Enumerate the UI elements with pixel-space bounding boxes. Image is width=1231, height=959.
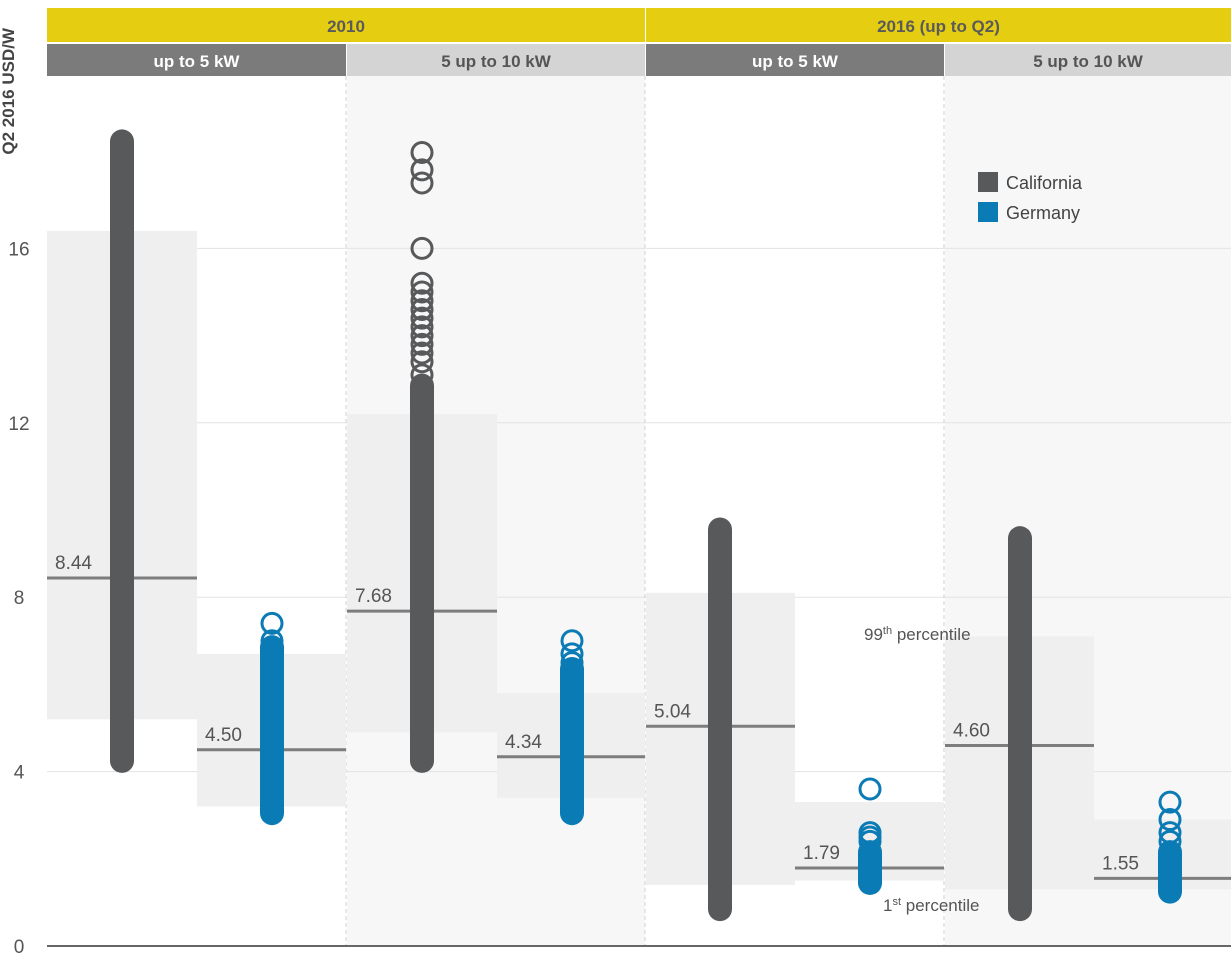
point-column [1008,526,1032,922]
median-label-bg [650,696,708,723]
size-header-label: up to 5 kW [752,52,839,71]
outlier-point [560,642,584,666]
legend-label: Germany [1006,203,1080,223]
outlier-point [560,651,584,675]
size-header-label: up to 5 kW [154,52,241,71]
outlier-point [410,324,434,348]
outlier-point [1158,821,1182,845]
legend-swatch [978,172,998,192]
p99-annotation: 99th percentile [864,625,971,644]
outlier-point [410,341,434,365]
y-tick-label: 12 [8,414,29,435]
outlier-point [260,651,284,675]
size-header-label: 5 up to 10 kW [1033,52,1144,71]
outlier-point [260,685,284,709]
outlier-point [410,158,434,182]
outlier-point [260,677,284,701]
size-header-bg-1 [47,44,346,76]
point-column [560,656,584,826]
outlier-point [410,332,434,356]
outlier-point [260,659,284,683]
median-label-bg [201,719,259,746]
size-header-bg-2 [347,44,645,76]
outlier-point [1158,829,1182,853]
median-labels: 8.44 4.50 7.68 4.34 5.04 1.79 4.60 1.55 [51,548,1156,875]
point-column [858,840,882,895]
median-label-bg [799,837,857,864]
median-label: 1.55 [1102,853,1139,874]
legend: California Germany [978,172,1083,223]
outlier-point [410,140,434,164]
category-headers: 2010 2016 (up to Q2) up to 5 kW 5 up to 10 … [47,8,1231,76]
median-label: 5.04 [654,701,691,722]
outlier-point [410,289,434,313]
outlier-point [260,629,284,653]
point-column [708,517,732,922]
median-label-bg [351,581,409,608]
y-axis-label: Q2 2016 USD/W [0,27,18,155]
median-label-bg [1098,848,1156,875]
outlier-point [858,829,882,853]
outlier-point [410,280,434,304]
y-tick-label: 16 [8,239,29,260]
outlier-point [410,363,434,387]
outlier-point [1158,808,1182,832]
legend-swatch [978,202,998,222]
median-label: 4.34 [505,732,542,753]
y-axis: 0 4 8 12 16 Q2 2016 USD/W [0,27,1231,958]
p1-annotation: 1st percentile [883,896,979,915]
year-header-label: 2010 [327,17,365,36]
outlier-point [410,171,434,195]
outlier-point [858,777,882,801]
outlier-point [410,315,434,339]
outlier-point [410,297,434,321]
y-tick-label: 0 [14,937,25,958]
outlier-point [410,306,434,330]
annotations: 99th percentile 1st percentile [864,625,979,915]
outlier-point [560,629,584,653]
median-label: 7.68 [355,586,392,607]
outlier-point [260,638,284,662]
y-tick-label: 8 [14,588,25,609]
point-column [410,373,434,773]
median-label-bg [501,726,559,753]
year-header-bg-2 [646,8,1231,42]
median-label-bg [949,715,1007,742]
outlier-point [260,611,284,635]
outlier-point [410,236,434,260]
point-column [110,129,134,773]
size-header-bg-3 [646,44,944,76]
y-tick-label: 4 [14,763,25,784]
median-label: 4.60 [953,720,990,741]
year-header-label: 2016 (up to Q2) [877,17,1000,36]
outlier-point [410,271,434,295]
point-column [1158,840,1182,904]
year-header-bg-1 [47,8,645,42]
median-label: 8.44 [55,553,92,574]
size-header-label: 5 up to 10 kW [441,52,552,71]
data-points [110,129,1182,922]
legend-label: California [1006,173,1083,193]
median-label: 1.79 [803,843,840,864]
outlier-point [410,350,434,374]
size-header-bg-4 [945,44,1231,76]
median-label: 4.50 [205,725,242,746]
outlier-point [260,668,284,692]
outlier-point [1158,790,1182,814]
median-label-bg [51,548,109,575]
